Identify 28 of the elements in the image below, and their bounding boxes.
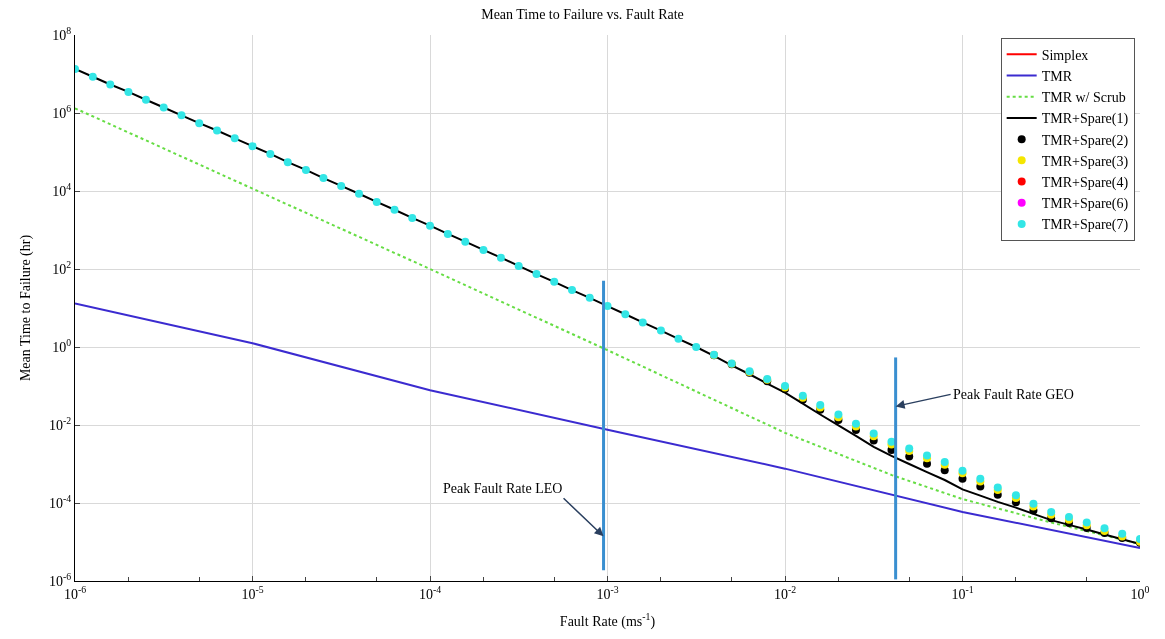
y-axis-title: Mean Time to Failure (hr): [17, 234, 34, 382]
y-tick-label: 10$^{-6}$: [49, 571, 72, 589]
x-tick-label: 10$^{-3}$: [596, 583, 619, 602]
y-tick-label: 10$^{0}$: [52, 337, 72, 355]
x-tick-label: 10$^{-1}$: [951, 583, 974, 602]
legend-label: TMR+Spare(6): [1041, 196, 1129, 213]
x-tick-label: 10$^{-5}$: [241, 583, 264, 602]
legend-label: TMR+Spare(3): [1041, 153, 1129, 170]
y-tick-label: 10$^{4}$: [52, 181, 72, 199]
legend-label: TMR+Spare(1): [1041, 111, 1129, 128]
legend-label: Simplex: [1041, 47, 1089, 63]
y-tick-label: 10$^{2}$: [52, 259, 72, 277]
annotation: Peak Fault Rate LEO: [443, 481, 563, 496]
y-tick-label: 10$^{8}$: [52, 25, 72, 43]
legend-label: TMR+Spare(2): [1041, 132, 1129, 149]
legend-label: TMR: [1041, 68, 1073, 84]
x-tick-label: 10$^{-2}$: [773, 583, 797, 602]
annotation: Peak Fault Rate GEO: [953, 387, 1074, 402]
x-tick-label: 10$^{-4}$: [418, 583, 442, 602]
x-axis-title: Fault Rate (ms$^{-1}$): [559, 611, 656, 631]
chart-title: Mean Time to Failure vs. Fault Rate: [481, 7, 684, 23]
y-tick-label: 10$^{-2}$: [49, 415, 72, 433]
x-tick-label: 10$^{0}$: [1130, 583, 1150, 602]
y-tick-label: 10$^{6}$: [52, 103, 72, 121]
y-tick-label: 10$^{-4}$: [49, 493, 72, 511]
legend-label: TMR+Spare(7): [1041, 217, 1129, 234]
legend-label: TMR+Spare(4): [1041, 174, 1129, 191]
legend-label: TMR w/ Scrub: [1041, 90, 1126, 106]
